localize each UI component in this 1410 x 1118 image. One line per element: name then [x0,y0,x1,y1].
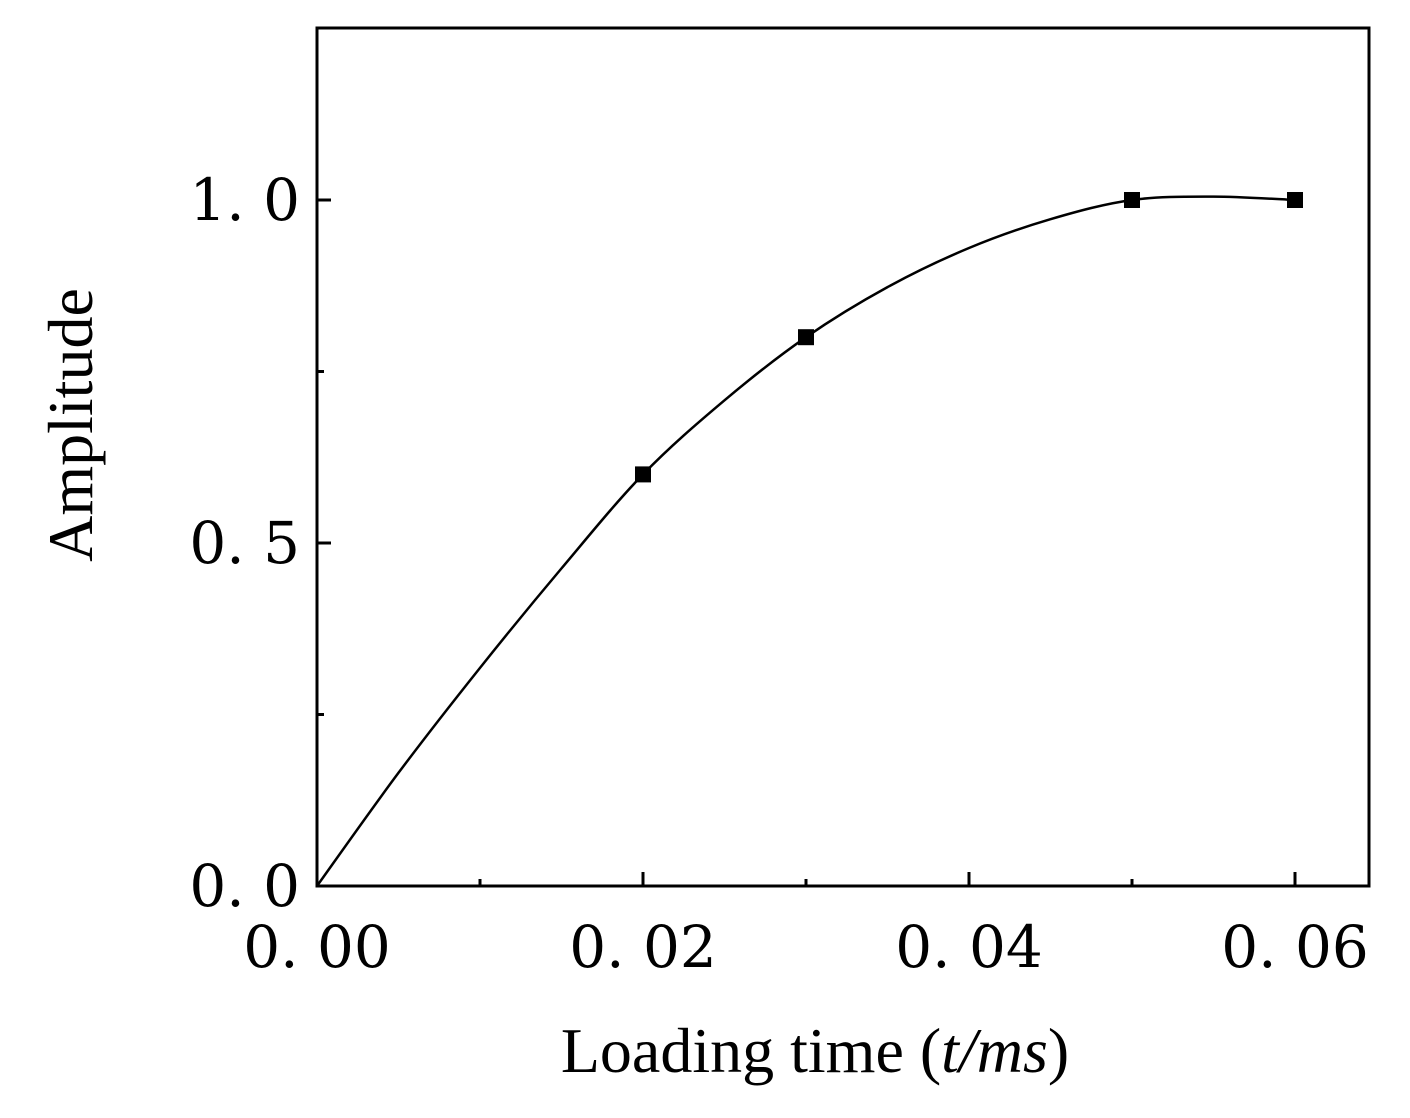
x-axis-ticks [315,872,1297,886]
y-axis-ticks [317,198,331,888]
y-tick-label: 0. 5 [189,509,300,577]
data-point-marker [1124,192,1140,208]
x-axis-title-unit: t/ms [941,1015,1048,1086]
x-axis-title-close: ) [1048,1015,1069,1086]
x-tick-label: 0. 04 [895,913,1043,981]
y-tick-label: 0. 0 [189,852,300,920]
y-tick-label: 1. 0 [189,166,300,234]
y-axis-title: Amplitude [35,288,106,562]
y-axis-tick-labels: 0. 0 0. 5 1. 0 [189,166,300,920]
x-axis-tick-labels: 0. 00 0. 02 0. 04 0. 06 [243,913,1369,981]
x-axis-title-text: Loading time ( [561,1015,941,1086]
x-tick-label: 0. 00 [243,913,391,981]
series-markers [635,192,1303,483]
x-axis-title: Loading time (t/ms) [561,1015,1069,1086]
data-point-marker [1287,192,1303,208]
series-curve [315,195,1296,887]
x-tick-label: 0. 06 [1221,913,1369,981]
x-tick-label: 0. 02 [569,913,717,981]
data-point-marker [635,466,651,483]
plot-frame [315,26,1371,888]
data-point-marker [798,329,814,346]
